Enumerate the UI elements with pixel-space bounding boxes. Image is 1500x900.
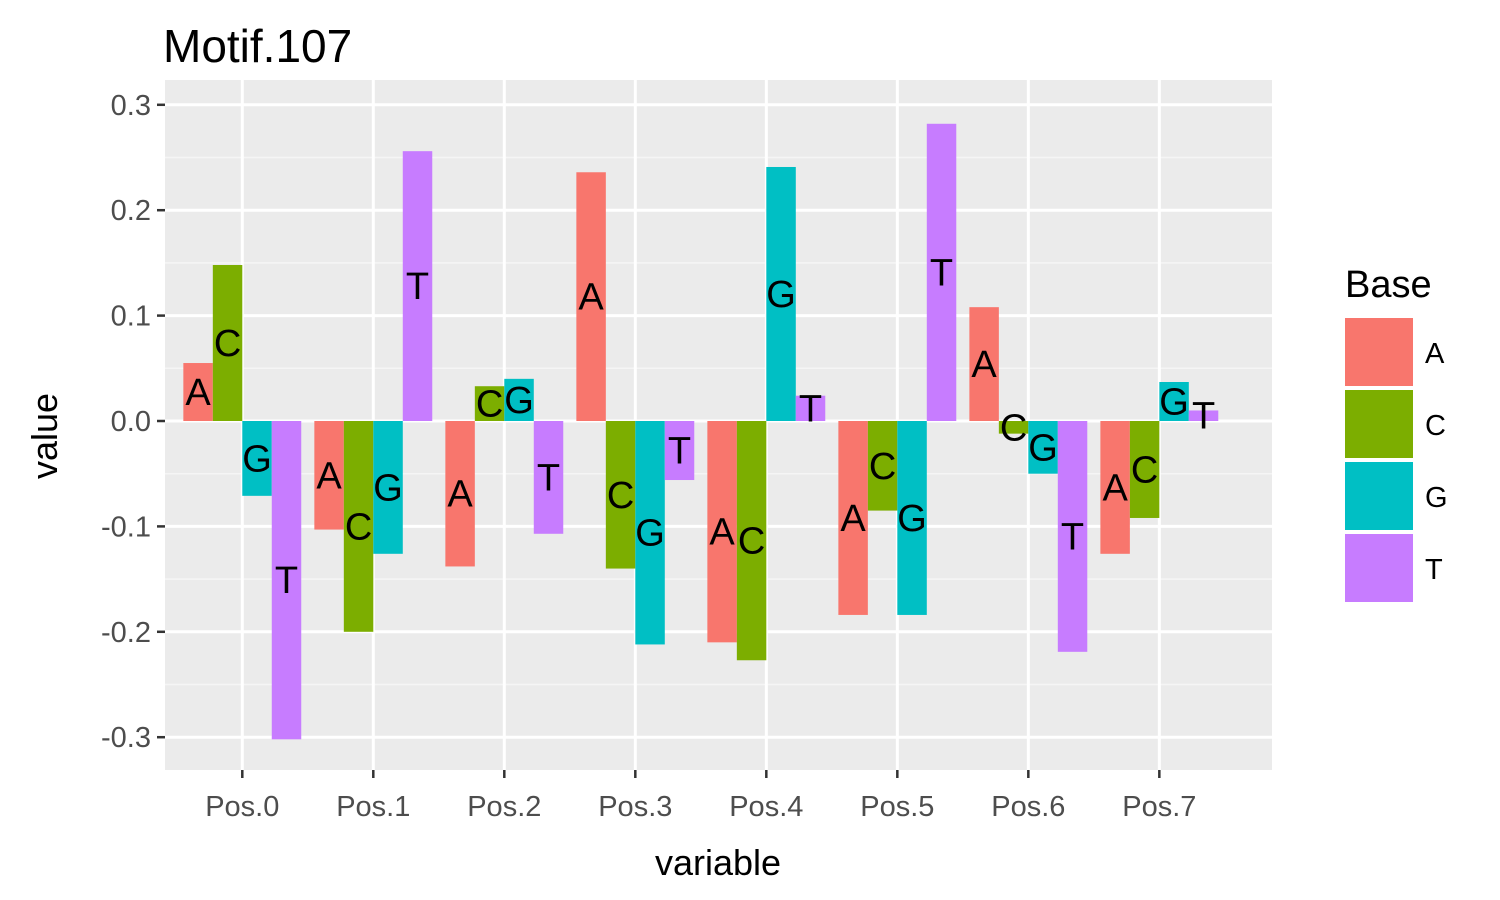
bar-label: T: [275, 560, 298, 602]
bar-C-Pos.3: [605, 421, 636, 569]
bar-C-Pos.7: [1129, 421, 1160, 518]
y-tick-label: 0.0: [111, 406, 151, 438]
bar-label: G: [1159, 382, 1189, 424]
legend-key-A: [1345, 318, 1413, 386]
bar-A-Pos.5: [838, 421, 868, 615]
x-tick-label: Pos.5: [860, 791, 934, 823]
bar-label: A: [709, 512, 735, 554]
y-axis: 0.3 0.2 0.1 0.0 -0.1 -0.2 -0.3: [101, 90, 165, 754]
bar-G-Pos.6: [1028, 421, 1058, 474]
bar-A-Pos.2: [445, 421, 475, 567]
legend-key-C: [1345, 390, 1413, 458]
bar-label: T: [668, 431, 691, 473]
bar-T-Pos.4: [795, 395, 826, 421]
x-tick-label: Pos.2: [467, 791, 541, 823]
bar-label: A: [447, 474, 473, 516]
bar-C-Pos.0: [212, 265, 243, 421]
bar-label: C: [476, 384, 503, 426]
legend-label: C: [1425, 410, 1446, 442]
y-tick-label: 0.3: [111, 90, 151, 122]
bar-label: A: [185, 372, 211, 414]
y-tick-label: -0.2: [101, 617, 151, 649]
bar-label: G: [1028, 427, 1058, 469]
x-tick-label: Pos.0: [205, 791, 279, 823]
chart-title: Motif.107: [163, 20, 352, 72]
bar-label: A: [1102, 467, 1128, 509]
y-tick-label: -0.3: [101, 722, 151, 754]
bar-label: A: [316, 455, 342, 497]
x-tick-label: Pos.1: [336, 791, 410, 823]
bar-label: A: [840, 498, 866, 540]
bar-A-Pos.7: [1100, 421, 1130, 554]
legend-label: G: [1425, 482, 1448, 514]
bar-G-Pos.7: [1159, 382, 1189, 421]
y-tick-label: 0.1: [111, 301, 151, 333]
bar-label: A: [578, 277, 604, 319]
bar-T-Pos.2: [533, 421, 564, 534]
bar-A-Pos.6: [969, 307, 999, 421]
bar-A-Pos.3: [576, 172, 606, 421]
y-tick-label: -0.1: [101, 511, 151, 543]
bar-T-Pos.6: [1057, 421, 1088, 652]
bar-label: C: [869, 446, 896, 488]
bar-G-Pos.2: [504, 378, 534, 421]
bar-G-Pos.5: [897, 421, 927, 615]
bar-label: G: [766, 274, 796, 316]
bar-label: G: [635, 513, 665, 555]
bar-T-Pos.7: [1188, 410, 1219, 421]
x-tick-label: Pos.3: [598, 791, 672, 823]
bar-C-Pos.4: [736, 421, 767, 661]
bar-A-Pos.1: [314, 421, 344, 530]
bar-label: G: [373, 467, 403, 509]
x-axis: Pos.0 Pos.1 Pos.2 Pos.3 Pos.4 Pos.5 Pos.6 Pos.7: [205, 770, 1196, 823]
bar-C-Pos.5: [867, 421, 898, 511]
bar-label: T: [930, 252, 953, 294]
bar-T-Pos.0: [271, 421, 302, 740]
bar-C-Pos.2: [474, 386, 505, 421]
y-axis-title: value: [24, 393, 65, 479]
bar-label: C: [345, 506, 372, 548]
bars: [183, 123, 1219, 740]
bar-label: G: [897, 498, 927, 540]
bar-T-Pos.1: [402, 151, 433, 421]
bar-G-Pos.0: [242, 421, 272, 496]
bar-A-Pos.4: [707, 421, 737, 643]
bar-C-Pos.1: [343, 421, 374, 632]
bar-label: T: [1192, 396, 1215, 438]
legend-title: Base: [1345, 264, 1432, 306]
x-tick-label: Pos.7: [1122, 791, 1196, 823]
legend-key-T: [1345, 534, 1413, 602]
legend-label: A: [1425, 338, 1445, 370]
bar-G-Pos.3: [635, 421, 665, 645]
legend-label: T: [1425, 554, 1443, 586]
bar-G-Pos.1: [373, 421, 403, 554]
legend-key-G: [1345, 462, 1413, 530]
x-axis-title: variable: [655, 842, 781, 883]
bar-label: G: [504, 380, 534, 422]
x-tick-label: Pos.6: [991, 791, 1065, 823]
bar-label: T: [799, 388, 822, 430]
bar-label: C: [1000, 407, 1027, 449]
bar-label: G: [242, 438, 272, 480]
bar-label: C: [607, 475, 634, 517]
y-tick-label: 0.2: [111, 195, 151, 227]
bar-label: T: [406, 266, 429, 308]
x-tick-label: Pos.4: [729, 791, 803, 823]
bar-label: C: [738, 521, 765, 563]
legend: Base A C G T: [1345, 264, 1448, 602]
bar-label: C: [214, 323, 241, 365]
bar-label: C: [1131, 449, 1158, 491]
bar-label: A: [971, 344, 997, 386]
bar-A-Pos.0: [183, 363, 213, 421]
bar-label: T: [537, 457, 560, 499]
bar-T-Pos.5: [926, 123, 957, 421]
bar-label: T: [1061, 516, 1084, 558]
bar-C-Pos.6: [998, 421, 1029, 434]
bar-G-Pos.4: [766, 166, 796, 421]
bar-T-Pos.3: [664, 421, 695, 481]
